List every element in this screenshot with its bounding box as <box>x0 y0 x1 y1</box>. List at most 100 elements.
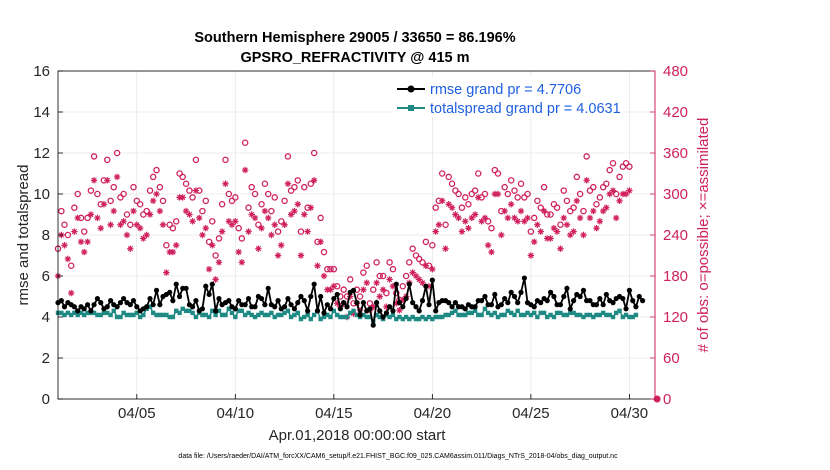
totalspread-point <box>440 314 445 320</box>
obs-assimilated-point <box>110 207 117 215</box>
totalspread-point <box>154 312 159 318</box>
obs-assimilated-point <box>360 286 367 293</box>
obs-assimilated-point <box>153 190 160 198</box>
obs-assimilated-point <box>511 214 518 222</box>
obs-possible-point <box>573 173 581 181</box>
obs-assimilated-point <box>399 296 407 304</box>
totalspread-point <box>377 314 382 320</box>
obs-possible-point <box>507 177 515 184</box>
obs-possible-point <box>241 139 249 146</box>
obs-possible-point <box>550 200 558 208</box>
totalspread-point <box>219 312 225 318</box>
obs-possible-point <box>534 197 541 205</box>
rmse-point <box>88 308 94 314</box>
obs-possible-point <box>159 197 167 205</box>
rmse-point <box>94 295 101 302</box>
rmse-point <box>373 300 380 306</box>
obs-assimilated-point <box>314 262 321 269</box>
rmse-point <box>521 275 527 281</box>
rmse-point <box>360 300 366 306</box>
obs-assimilated-point <box>222 180 229 187</box>
rmse-point <box>344 304 350 310</box>
obs-possible-point <box>537 204 544 211</box>
rmse-point <box>232 306 238 312</box>
y-tick-label: 2 <box>42 350 50 367</box>
totalspread-point <box>443 312 448 318</box>
totalspread-point <box>449 310 455 316</box>
obs-assimilated-point <box>350 310 357 317</box>
obs-assimilated-point <box>544 235 551 242</box>
obs-assimilated-point <box>104 177 111 184</box>
obs-assimilated-point <box>310 177 318 184</box>
rmse-point <box>275 298 281 304</box>
obs-assimilated-point <box>376 293 383 300</box>
totalspread-point <box>108 312 113 318</box>
totalspread-point <box>587 312 593 318</box>
rmse-point <box>610 300 616 306</box>
obs-possible-point <box>491 166 499 174</box>
obs-assimilated-point <box>540 207 548 215</box>
obs-possible-point <box>199 207 206 215</box>
rmse-point <box>426 302 432 308</box>
rmse-point <box>84 302 91 308</box>
obs-possible-point <box>297 228 305 235</box>
totalspread-point <box>410 314 415 320</box>
obs-possible-point <box>438 170 446 177</box>
obs-possible-point <box>340 286 347 293</box>
obs-assimilated-point <box>140 235 147 242</box>
rmse-point <box>91 302 97 308</box>
obs-assimilated-point <box>287 211 295 218</box>
totalspread-point <box>266 312 271 318</box>
totalspread-point <box>446 312 451 318</box>
obs-assimilated-point <box>379 286 387 293</box>
rmse-point <box>209 281 215 287</box>
rmse-point <box>380 314 386 320</box>
rmse-point <box>479 298 485 304</box>
totalspread-point <box>318 316 323 322</box>
obs-assimilated-point <box>419 279 426 287</box>
obs-possible-point <box>166 221 173 228</box>
obs-assimilated-point <box>386 276 393 283</box>
y2-tick-label: 0 <box>663 391 671 408</box>
totalspread-point <box>246 310 251 316</box>
rmse-point <box>176 293 183 300</box>
rmse-point <box>98 300 104 306</box>
obs-assimilated-point <box>173 242 180 249</box>
rmse-point <box>396 300 403 306</box>
obs-possible-point <box>261 180 269 187</box>
totalspread-point <box>325 312 330 318</box>
totalspread-point <box>522 312 527 318</box>
rmse-point <box>61 304 68 310</box>
totalspread-point <box>545 314 550 320</box>
obs-possible-point <box>238 235 246 242</box>
rmse-point <box>571 298 577 304</box>
totalspread-point <box>206 314 212 320</box>
obs-possible-point <box>149 173 157 181</box>
y2-tick-label: 60 <box>663 350 680 367</box>
obs-assimilated-point <box>278 242 285 249</box>
totalspread-point <box>105 310 110 316</box>
footnote: data file: /Users/raeder/DAI/ATM_forcXX/… <box>178 453 618 460</box>
totalspread-point <box>623 312 629 318</box>
rmse-point <box>498 302 504 308</box>
totalspread-point <box>347 310 353 316</box>
obs-assimilated-point <box>68 289 75 297</box>
obs-assimilated-point <box>550 224 558 232</box>
obs-possible-point <box>307 180 315 187</box>
obs-assimilated-point <box>373 279 380 287</box>
obs-assimilated-point <box>478 218 485 225</box>
rmse-point <box>639 298 646 304</box>
totalspread-point <box>69 312 74 318</box>
rmse-point <box>488 302 495 308</box>
totalspread-point <box>538 310 543 316</box>
totalspread-point <box>272 314 277 320</box>
rmse-point <box>213 308 219 314</box>
obs-possible-point <box>205 238 213 246</box>
obs-assimilated-point <box>209 242 216 249</box>
obs-assimilated-point <box>77 238 85 246</box>
rmse-point <box>410 300 416 306</box>
totalspread-point <box>423 316 429 322</box>
rmse-point <box>262 302 268 308</box>
x-tick-label: 04/20 <box>414 405 452 422</box>
totalspread-point <box>295 310 300 316</box>
